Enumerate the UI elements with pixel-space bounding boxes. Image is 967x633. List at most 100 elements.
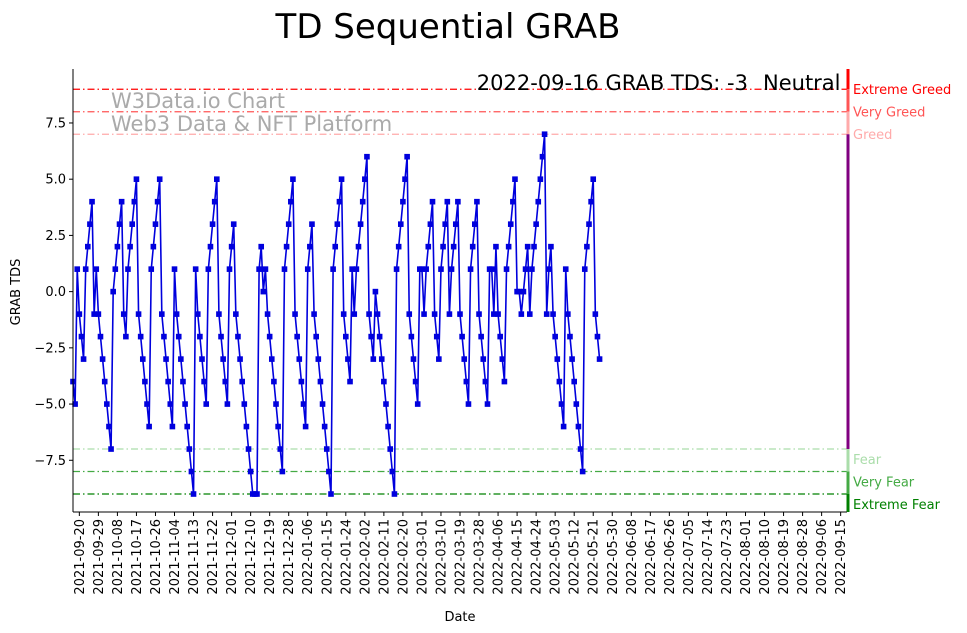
- data-point: [338, 176, 345, 182]
- data-point: [292, 311, 298, 317]
- data-point: [85, 243, 91, 250]
- data-point: [321, 423, 328, 430]
- data-point: [596, 356, 603, 362]
- zone-label-extreme-fear: Extreme Fear: [853, 498, 941, 513]
- watermark-line-2: Web3 Data & NFT Platform: [111, 112, 392, 136]
- data-point: [104, 401, 110, 407]
- data-point: [319, 401, 326, 407]
- data-point: [535, 198, 542, 205]
- data-point: [241, 401, 248, 407]
- data-point: [541, 131, 548, 138]
- data-point: [154, 198, 161, 205]
- data-point: [440, 243, 446, 250]
- data-point: [161, 333, 167, 340]
- x-tick-label: 2022-04-24: [530, 519, 545, 595]
- data-point: [192, 266, 199, 272]
- data-point: [584, 243, 590, 250]
- data-point: [438, 266, 444, 272]
- data-point: [245, 446, 252, 452]
- data-point: [275, 423, 281, 430]
- data-point: [362, 176, 368, 182]
- y-tick-label: 2.5: [45, 229, 66, 244]
- data-point: [550, 311, 556, 317]
- x-tick-label: 2022-06-08: [625, 519, 640, 595]
- data-point: [512, 176, 518, 182]
- data-point: [146, 423, 152, 430]
- x-tick-label: 2022-07-05: [682, 519, 697, 595]
- data-point: [288, 198, 294, 205]
- data-point: [480, 356, 487, 362]
- y-tick-label: 5.0: [45, 173, 66, 188]
- data-point: [175, 333, 182, 340]
- data-point: [144, 401, 150, 407]
- data-point: [463, 378, 470, 385]
- x-tick-label: 2022-03-01: [415, 519, 430, 595]
- data-point: [402, 176, 408, 182]
- data-point: [573, 401, 580, 407]
- data-point: [326, 468, 332, 475]
- data-point: [419, 266, 425, 272]
- data-point: [222, 378, 229, 385]
- data-point: [476, 311, 482, 317]
- x-tick-label: 2022-03-10: [434, 519, 449, 595]
- y-axis-title: GRAB TDS: [9, 259, 24, 326]
- x-tick-label: 2022-06-17: [644, 519, 659, 595]
- data-point: [347, 378, 353, 385]
- x-tick-label: 2022-02-20: [396, 519, 411, 595]
- data-point: [315, 356, 322, 362]
- y-tick-label: −2.5: [34, 341, 66, 356]
- data-point: [427, 221, 434, 227]
- data-point: [133, 176, 140, 182]
- data-point: [171, 266, 178, 272]
- data-point: [414, 401, 421, 407]
- data-point: [142, 378, 148, 385]
- data-point: [243, 423, 250, 430]
- data-point: [370, 356, 377, 362]
- data-point: [279, 468, 286, 475]
- data-point: [268, 356, 275, 362]
- data-point: [106, 423, 112, 430]
- data-point: [82, 266, 89, 272]
- data-point: [78, 333, 85, 340]
- data-point: [129, 221, 136, 227]
- data-point: [264, 311, 271, 317]
- data-point: [450, 243, 457, 250]
- data-point: [262, 266, 269, 272]
- data-point: [484, 401, 491, 407]
- x-tick-label: 2021-12-28: [282, 519, 297, 595]
- data-point: [520, 288, 527, 295]
- data-point: [467, 266, 474, 272]
- tds-readout: 2022-09-16 GRAB TDS: -3: [477, 71, 748, 95]
- data-point: [150, 243, 157, 250]
- y-tick-label: −5.0: [34, 398, 66, 413]
- data-point: [474, 198, 480, 205]
- zone-lines: [73, 88, 847, 495]
- data-point: [554, 356, 561, 362]
- zone-labels: Extreme Greed Very Greed Greed Fear Very Fea…: [853, 83, 951, 513]
- data-point: [258, 243, 265, 250]
- data-point: [74, 266, 81, 272]
- data-point: [562, 266, 569, 272]
- data-point: [465, 401, 472, 407]
- data-point: [387, 446, 394, 452]
- data-point: [488, 266, 495, 272]
- data-point: [524, 243, 531, 250]
- data-point: [539, 153, 546, 160]
- data-point: [499, 356, 506, 362]
- data-point: [412, 378, 419, 385]
- data-point: [182, 401, 188, 407]
- data-point: [89, 198, 95, 205]
- data-point: [359, 198, 366, 205]
- data-point: [497, 333, 503, 340]
- data-point: [431, 311, 438, 317]
- sentiment-label: Neutral: [763, 71, 841, 95]
- data-point: [256, 266, 262, 272]
- x-tick-label: 2022-04-06: [492, 519, 507, 595]
- data-point: [385, 423, 391, 430]
- data-point: [285, 221, 292, 227]
- data-point: [218, 333, 224, 340]
- data-point: [493, 243, 499, 250]
- data-point: [87, 221, 93, 227]
- data-point: [216, 311, 222, 317]
